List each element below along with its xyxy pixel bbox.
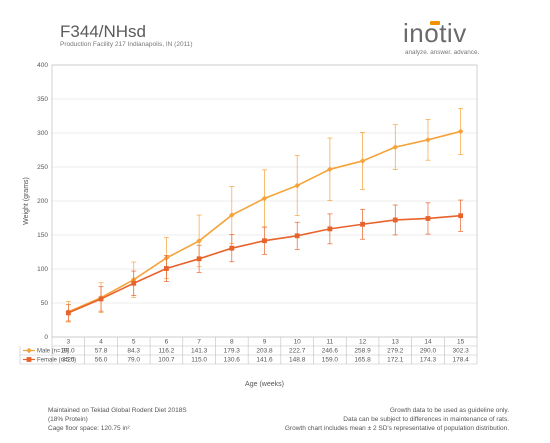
female-data-point	[164, 266, 169, 271]
female-data-point	[458, 213, 464, 219]
logo-tagline: analyze. answer. advance.	[405, 49, 480, 56]
male-value-label: 290.0	[420, 348, 437, 355]
female-data-point	[392, 217, 398, 223]
x-tick-label: 7	[197, 339, 201, 346]
male-data-point	[261, 195, 268, 202]
chart-title: F344/NHsd	[60, 22, 146, 41]
y-tick-label: 150	[37, 232, 48, 239]
x-tick-label: 11	[327, 339, 334, 346]
female-value-label: 35.5	[62, 357, 75, 364]
male-value-label: 246.6	[322, 348, 339, 355]
male-value-label: 258.9	[354, 348, 371, 355]
female-data-point	[196, 256, 202, 262]
female-data-point	[294, 233, 300, 239]
female-value-label: 165.8	[354, 357, 371, 364]
female-value-label: 130.6	[224, 357, 241, 364]
female-legend-marker	[26, 357, 32, 362]
female-value-label: 178.4	[453, 357, 470, 364]
female-value-label: 159.0	[322, 357, 339, 364]
male-value-label: 179.3	[224, 348, 241, 355]
logo-accent-dot	[430, 21, 440, 25]
female-value-label: 141.6	[256, 357, 273, 364]
x-tick-label: 14	[424, 339, 432, 346]
y-tick-label: 350	[37, 96, 48, 103]
female-value-label: 174.3	[420, 357, 437, 364]
male-legend-label: Male (n=19)	[37, 349, 69, 355]
female-data-point	[262, 238, 267, 244]
male-data-point	[425, 137, 431, 143]
footer-right-line: Growth chart includes mean ± 2 SD's repr…	[284, 425, 509, 432]
x-tick-label: 5	[132, 339, 136, 346]
male-value-label: 84.3	[127, 348, 140, 355]
male-data-point	[457, 128, 464, 135]
male-legend-marker	[26, 347, 32, 354]
x-tick-label: 12	[359, 339, 367, 346]
footer-left-line: (18% Protein)	[48, 416, 88, 423]
male-data-point	[229, 212, 235, 218]
x-tick-label: 6	[165, 339, 169, 346]
x-axis-label: Age (weeks)	[245, 381, 284, 388]
x-tick-label: 9	[263, 339, 267, 346]
y-tick-label: 50	[41, 300, 49, 307]
female-value-label: 148.8	[289, 357, 306, 364]
x-tick-label: 13	[392, 339, 400, 346]
y-tick-label: 400	[37, 62, 48, 69]
footer-left-line: Maintained on Teklad Global Rodent Diet …	[48, 407, 187, 414]
female-data-point	[98, 296, 104, 302]
female-data-point	[65, 310, 71, 316]
male-value-label: 37.0	[62, 348, 75, 355]
footer-diet-notes: Maintained on Teklad Global Rodent Diet …	[48, 406, 187, 433]
footer-right-line: Data can be subject to differences in ma…	[343, 416, 509, 423]
y-tick-label: 0	[44, 334, 48, 341]
plot-border	[51, 64, 478, 338]
footer-left-line: Cage floor space: 120.75 in²	[48, 425, 130, 432]
y-tick-label: 200	[37, 198, 48, 205]
female-data-point	[425, 216, 431, 221]
female-legend-label: Female (n=20)	[37, 358, 76, 364]
male-value-label: 141.3	[191, 348, 208, 355]
male-data-point	[294, 182, 300, 189]
footer-right-line: Growth data to be used as guideline only…	[389, 407, 509, 414]
female-value-label: 115.0	[191, 357, 207, 364]
female-data-point	[327, 226, 333, 232]
male-data-point	[359, 158, 366, 164]
x-tick-label: 4	[99, 339, 103, 346]
x-tick-label: 3	[67, 339, 71, 346]
male-value-label: 279.2	[387, 348, 404, 355]
female-value-label: 79.0	[127, 357, 140, 364]
male-value-label: 116.2	[159, 348, 175, 355]
y-tick-label: 300	[37, 130, 48, 137]
inotiv-logo: inotiv analyze. answer. advance.	[403, 18, 503, 58]
x-tick-label: 15	[457, 339, 465, 346]
female-data-point	[131, 280, 137, 286]
female-value-label: 100.7	[158, 357, 175, 364]
x-tick-label: 8	[230, 339, 234, 346]
male-data-point	[327, 166, 333, 173]
female-data-point	[229, 245, 235, 251]
male-value-label: 222.7	[289, 348, 306, 355]
chart-subtitle: Production Facility 217 Indianapolis, IN…	[60, 41, 193, 48]
female-value-label: 56.0	[95, 357, 108, 364]
y-tick-label: 100	[37, 266, 48, 273]
male-data-point	[196, 238, 202, 244]
male-value-label: 203.8	[256, 348, 273, 355]
female-data-point	[360, 221, 365, 227]
footer-disclaimer: Growth data to be used as guideline only…	[285, 406, 509, 433]
y-tick-label: 250	[37, 164, 48, 171]
male-value-label: 57.8	[95, 348, 108, 355]
y-axis-label: Weight (grams)	[23, 177, 30, 225]
male-value-label: 302.3	[453, 348, 470, 355]
female-value-label: 172.1	[387, 357, 404, 364]
x-tick-label: 10	[294, 339, 302, 346]
male-data-point	[392, 144, 399, 150]
